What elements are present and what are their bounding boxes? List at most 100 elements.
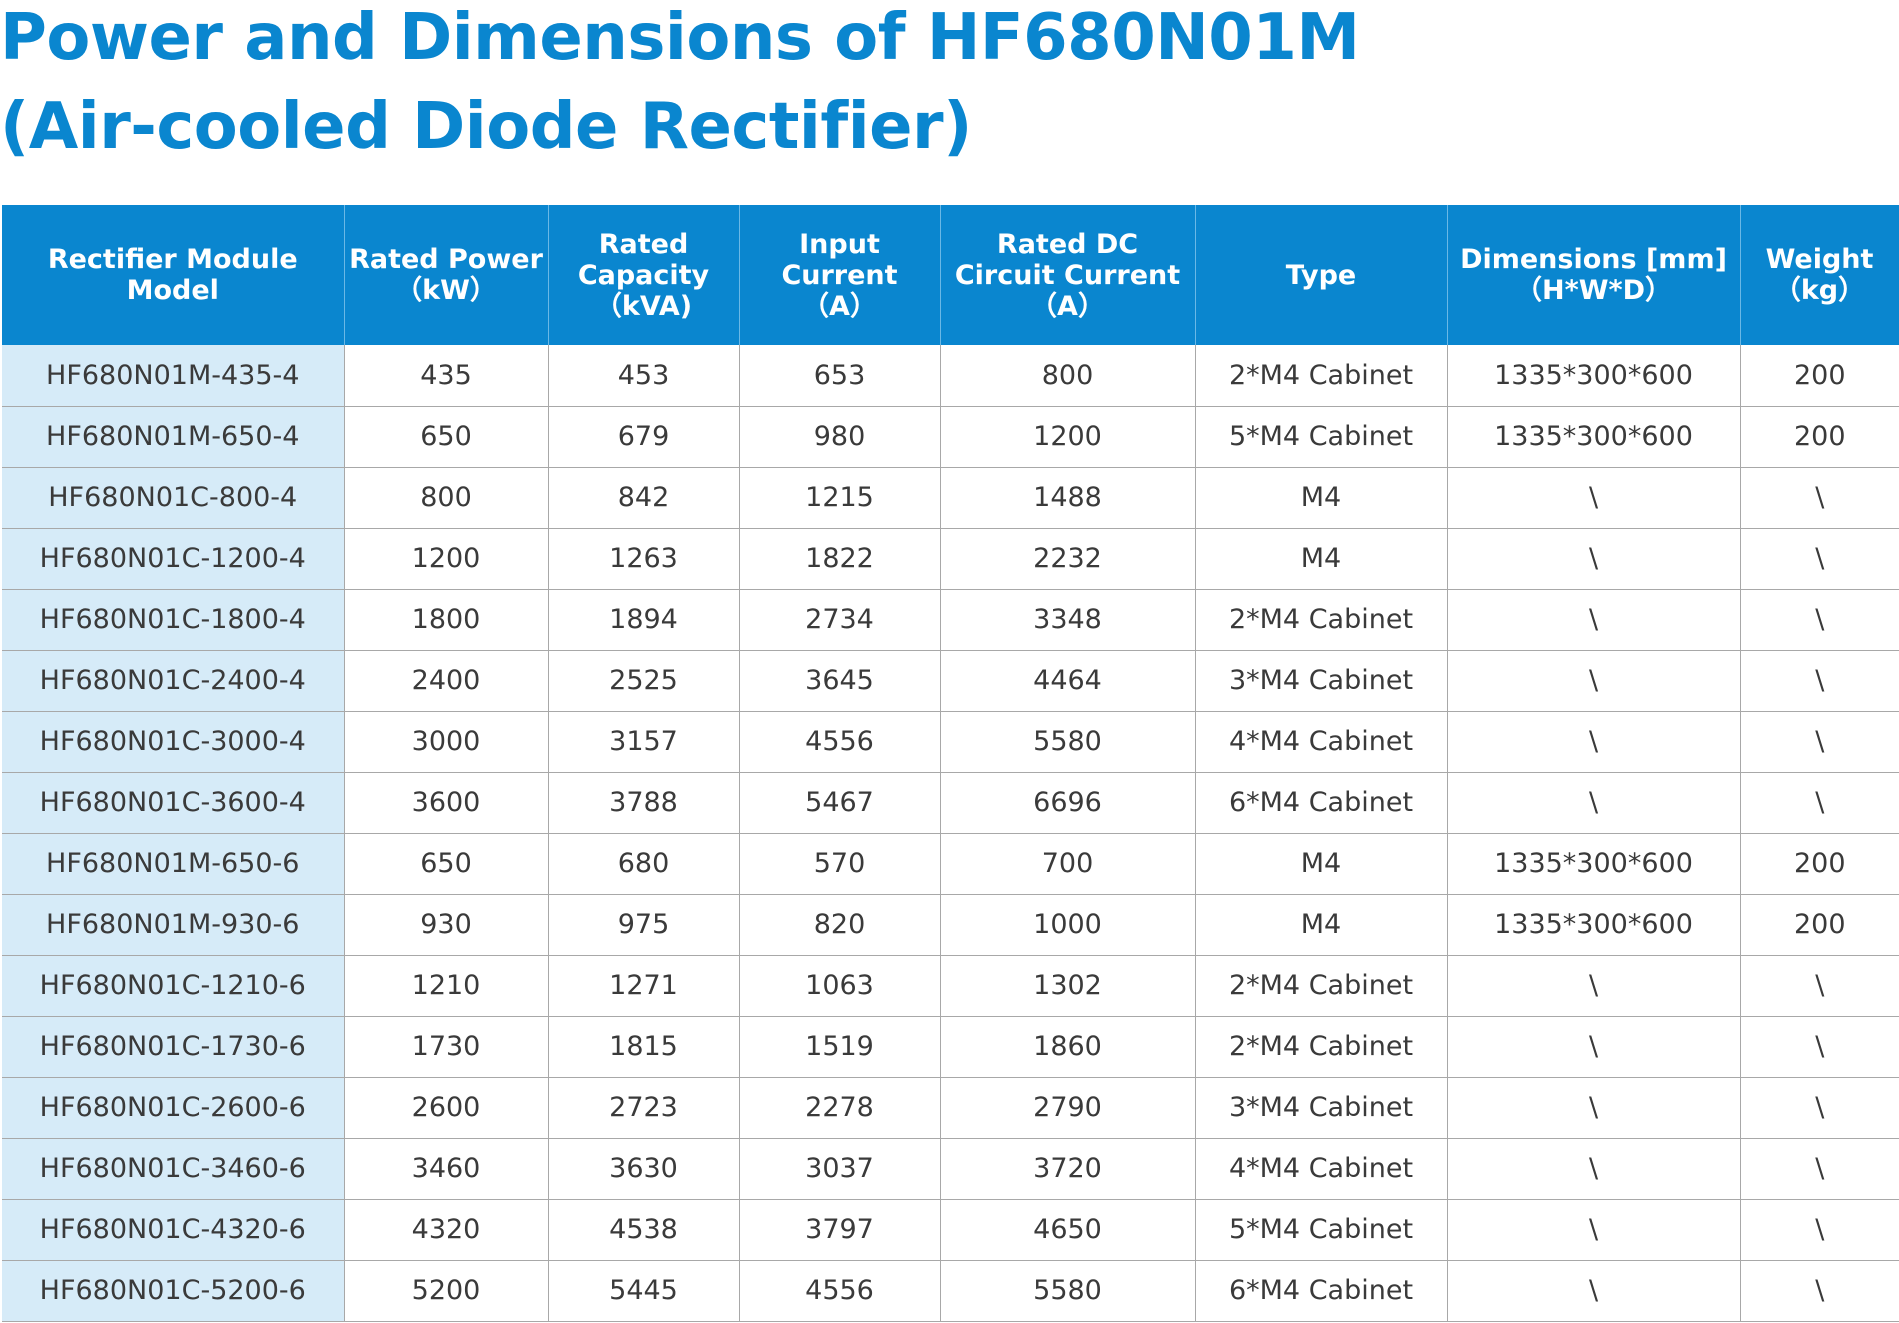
- cell-model: HF680N01M-435-4: [2, 345, 345, 407]
- cell-type: M4: [1194, 467, 1448, 529]
- cell-rated-power: 3460: [343, 1138, 549, 1200]
- cell-weight: \: [1739, 711, 1899, 773]
- cell-weight: \: [1739, 1138, 1899, 1200]
- cell-rated-dc-current: 5580: [939, 1260, 1196, 1322]
- cell-input-current: 3645: [738, 650, 941, 712]
- cell-weight: 200: [1739, 406, 1899, 468]
- table-row: HF680N01C-5200-6 5200 5445 4556 5580 6*M4 Cab…: [2, 1260, 1899, 1322]
- cell-type: 2*M4 Cabinet: [1194, 589, 1448, 651]
- cell-rated-dc-current: 2232: [939, 528, 1196, 590]
- cell-dimensions: \: [1446, 528, 1741, 590]
- cell-weight: 200: [1739, 345, 1899, 407]
- cell-model: HF680N01C-3460-6: [2, 1138, 345, 1200]
- cell-type: M4: [1194, 528, 1448, 590]
- cell-dimensions: \: [1446, 650, 1741, 712]
- cell-weight: \: [1739, 955, 1899, 1017]
- cell-dimensions: 1335*300*600: [1446, 345, 1741, 407]
- cell-rated-dc-current: 1000: [939, 894, 1196, 956]
- cell-input-current: 1063: [738, 955, 941, 1017]
- cell-rated-capacity: 842: [547, 467, 740, 529]
- cell-weight: \: [1739, 589, 1899, 651]
- page-title: Power and Dimensions of HF680N01M (Air-c…: [0, 0, 1360, 172]
- cell-rated-capacity: 679: [547, 406, 740, 468]
- cell-rated-power: 3600: [343, 772, 549, 834]
- cell-type: 2*M4 Cabinet: [1194, 955, 1448, 1017]
- cell-rated-power: 650: [343, 406, 549, 468]
- page-title-line1: Power and Dimensions of HF680N01M: [0, 1, 1360, 75]
- header-rated-dc-current: Rated DC Circuit Current （A）: [939, 205, 1196, 345]
- cell-input-current: 570: [738, 833, 941, 895]
- header-rated-power: Rated Power （kW）: [343, 205, 549, 345]
- cell-rated-power: 800: [343, 467, 549, 529]
- cell-rated-dc-current: 2790: [939, 1077, 1196, 1139]
- rectifier-spec-table: Rectifier Module Model Rated Power （kW） …: [2, 205, 1899, 1322]
- cell-input-current: 3037: [738, 1138, 941, 1200]
- cell-weight: \: [1739, 772, 1899, 834]
- cell-rated-power: 1200: [343, 528, 549, 590]
- table-row: HF680N01M-650-6 650 680 570 700 M4 1335*300*60…: [2, 833, 1899, 895]
- cell-weight: \: [1739, 528, 1899, 590]
- cell-input-current: 1215: [738, 467, 941, 529]
- cell-input-current: 2734: [738, 589, 941, 651]
- cell-input-current: 5467: [738, 772, 941, 834]
- cell-input-current: 820: [738, 894, 941, 956]
- cell-rated-power: 1210: [343, 955, 549, 1017]
- cell-input-current: 4556: [738, 711, 941, 773]
- table-row: HF680N01C-1730-6 1730 1815 1519 1860 2*M4 Cab…: [2, 1016, 1899, 1078]
- cell-rated-capacity: 453: [547, 345, 740, 407]
- cell-input-current: 4556: [738, 1260, 941, 1322]
- table-row: HF680N01M-930-6 930 975 820 1000 M4 1335*300*6…: [2, 894, 1899, 956]
- cell-weight: \: [1739, 1016, 1899, 1078]
- cell-type: M4: [1194, 833, 1448, 895]
- cell-dimensions: 1335*300*600: [1446, 833, 1741, 895]
- cell-model: HF680N01C-5200-6: [2, 1260, 345, 1322]
- cell-weight: \: [1739, 467, 1899, 529]
- cell-dimensions: \: [1446, 772, 1741, 834]
- header-type: Type: [1194, 205, 1448, 345]
- cell-type: 6*M4 Cabinet: [1194, 1260, 1448, 1322]
- cell-type: 5*M4 Cabinet: [1194, 1199, 1448, 1261]
- cell-dimensions: \: [1446, 711, 1741, 773]
- cell-rated-capacity: 1815: [547, 1016, 740, 1078]
- cell-dimensions: \: [1446, 1138, 1741, 1200]
- cell-type: 4*M4 Cabinet: [1194, 711, 1448, 773]
- cell-rated-power: 930: [343, 894, 549, 956]
- cell-weight: 200: [1739, 894, 1899, 956]
- cell-dimensions: \: [1446, 1260, 1741, 1322]
- cell-rated-capacity: 680: [547, 833, 740, 895]
- cell-rated-dc-current: 700: [939, 833, 1196, 895]
- cell-rated-capacity: 1263: [547, 528, 740, 590]
- cell-input-current: 1822: [738, 528, 941, 590]
- cell-rated-power: 5200: [343, 1260, 549, 1322]
- cell-dimensions: \: [1446, 1199, 1741, 1261]
- cell-rated-capacity: 1894: [547, 589, 740, 651]
- table-row: HF680N01C-3000-4 3000 3157 4556 5580 4*M4 Cab…: [2, 711, 1899, 773]
- cell-rated-capacity: 4538: [547, 1199, 740, 1261]
- cell-rated-dc-current: 4464: [939, 650, 1196, 712]
- cell-rated-dc-current: 1488: [939, 467, 1196, 529]
- header-dimensions: Dimensions [mm] （H*W*D）: [1446, 205, 1741, 345]
- table-row: HF680N01C-3460-6 3460 3630 3037 3720 4*M4 Cab…: [2, 1138, 1899, 1200]
- cell-rated-dc-current: 1302: [939, 955, 1196, 1017]
- table-header-row: Rectifier Module Model Rated Power （kW） …: [2, 205, 1899, 345]
- cell-input-current: 653: [738, 345, 941, 407]
- cell-type: 3*M4 Cabinet: [1194, 1077, 1448, 1139]
- header-model: Rectifier Module Model: [2, 205, 345, 345]
- cell-model: HF680N01C-1200-4: [2, 528, 345, 590]
- cell-dimensions: \: [1446, 1016, 1741, 1078]
- cell-model: HF680N01M-930-6: [2, 894, 345, 956]
- cell-rated-capacity: 2723: [547, 1077, 740, 1139]
- cell-rated-capacity: 3630: [547, 1138, 740, 1200]
- table-row: HF680N01C-2400-4 2400 2525 3645 4464 3*M4 Cab…: [2, 650, 1899, 712]
- cell-model: HF680N01C-4320-6: [2, 1199, 345, 1261]
- cell-rated-capacity: 3157: [547, 711, 740, 773]
- cell-weight: \: [1739, 1199, 1899, 1261]
- cell-model: HF680N01C-1210-6: [2, 955, 345, 1017]
- cell-rated-power: 2400: [343, 650, 549, 712]
- cell-rated-capacity: 2525: [547, 650, 740, 712]
- cell-rated-power: 1800: [343, 589, 549, 651]
- table-row: HF680N01M-435-4 435 453 653 800 2*M4 Cabinet 1…: [2, 345, 1899, 407]
- cell-rated-capacity: 1271: [547, 955, 740, 1017]
- cell-rated-capacity: 5445: [547, 1260, 740, 1322]
- cell-model: HF680N01M-650-4: [2, 406, 345, 468]
